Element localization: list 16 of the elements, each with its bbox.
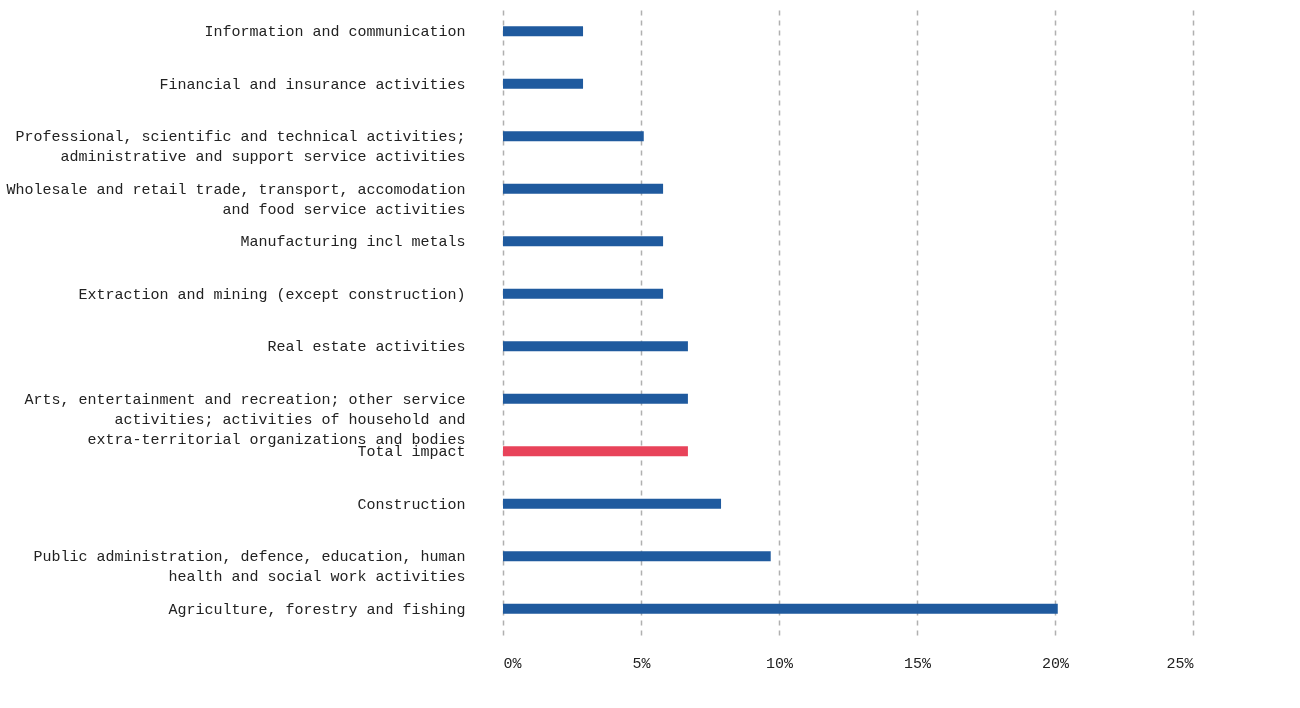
y-tick-label: Information and communication [204,24,466,42]
x-tick-label: 25% [1166,655,1195,673]
x-tick-label: 0% [503,655,523,673]
y-tick-label: Manufacturing incl metals [240,234,466,252]
y-tick-label: Construction [357,496,466,514]
y-tick-label: Professional, scientific and technical activities; administrative and support service activities [15,129,466,167]
y-tick-label: Public administration, defence, education, human health and social work activities [33,549,466,587]
y-tick-label: Extraction and mining (except construction) [78,286,466,304]
y-tick-label: Wholesale and retail trade, transport, accomodation and food service activities [6,181,466,219]
x-tick-label: 5% [632,655,652,673]
y-tick-label: Real estate activities [267,339,466,357]
x-tick-label: 15% [903,655,932,673]
y-tick-label: Financial and insurance activities [159,76,466,94]
x-tick-label: 10% [765,655,794,673]
y-tick-label: Agriculture, forestry and fishing [168,601,466,619]
x-tick-label: 20% [1041,655,1070,673]
